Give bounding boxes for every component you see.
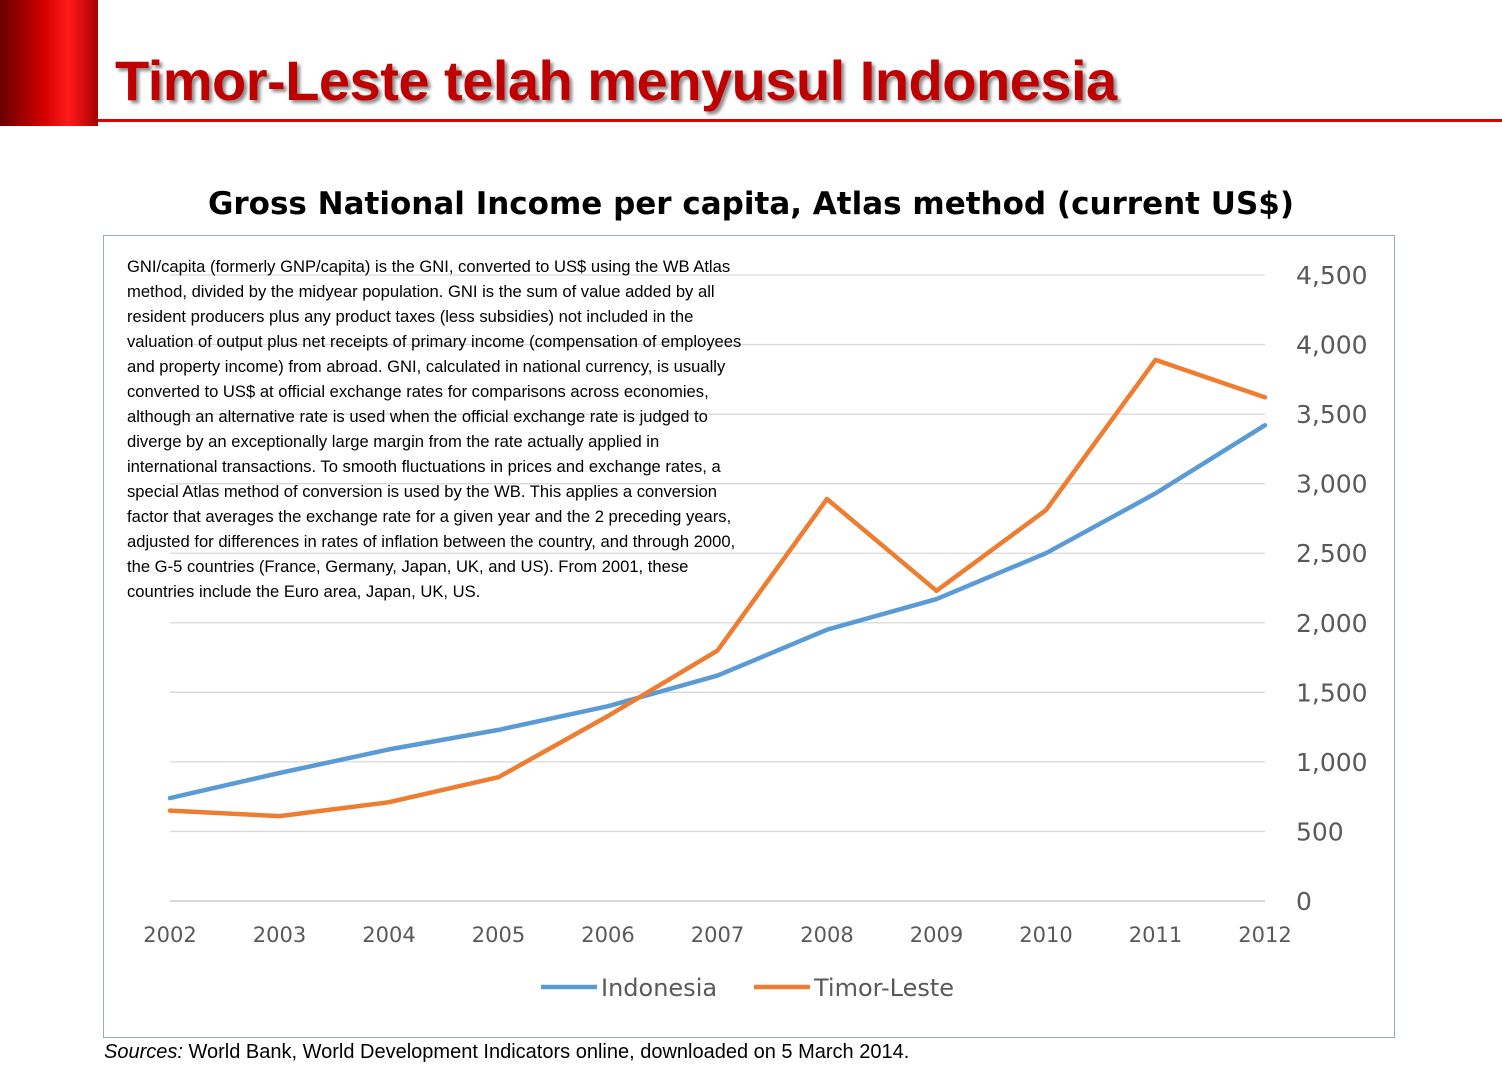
y-tick-label: 500 <box>1296 817 1344 846</box>
series-line-timor-leste <box>167 357 1268 819</box>
x-tick-label: 2008 <box>800 923 853 947</box>
title-underline <box>98 119 1502 122</box>
gridlines <box>170 274 1265 902</box>
y-tick-label: 1,500 <box>1296 678 1368 707</box>
y-tick-labels: 0 500 1,000 1,500 2,000 2,500 3,000 3,500 4,000 4… <box>1296 261 1368 916</box>
x-tick-label: 2003 <box>253 923 306 947</box>
sources-text: World Bank, World Development Indicators… <box>182 1041 910 1063</box>
legend-label: Indonesia <box>601 974 717 1002</box>
x-tick-label: 2009 <box>910 923 963 947</box>
x-tick-label: 2011 <box>1129 923 1182 947</box>
series-line-indonesia <box>167 422 1268 801</box>
chart-frame <box>103 235 1395 1038</box>
legend: Indonesia Timor-Leste <box>541 974 954 1002</box>
sources-label: Sources: <box>104 1041 183 1063</box>
x-tick-label: 2002 <box>143 923 196 947</box>
x-tick-label: 2004 <box>362 923 415 947</box>
y-tick-label: 4,500 <box>1296 261 1368 290</box>
sources-footnote: Sources: World Bank, World Development I… <box>104 1041 909 1064</box>
y-tick-label: 3,500 <box>1296 400 1368 429</box>
slide-title: Timor-Leste telah menyusul Indonesia <box>115 49 1117 112</box>
y-tick-label: 2,000 <box>1296 609 1368 638</box>
legend-label: Timor-Leste <box>813 974 954 1002</box>
gni-definition-note: GNI/capita (formerly GNP/capita) is the … <box>127 257 742 601</box>
x-tick-label: 2010 <box>1019 923 1072 947</box>
y-tick-label: 4,000 <box>1296 331 1368 360</box>
x-tick-label: 2012 <box>1238 923 1291 947</box>
title-accent-block <box>0 0 98 126</box>
x-tick-label: 2007 <box>691 923 744 947</box>
chart-title: Gross National Income per capita, Atlas … <box>207 186 1295 222</box>
x-tick-label: 2006 <box>581 923 634 947</box>
y-tick-label: 3,000 <box>1296 470 1368 499</box>
y-tick-label: 2,500 <box>1296 539 1368 568</box>
series-lines <box>167 357 1268 819</box>
y-tick-label: 0 <box>1296 887 1312 916</box>
x-tick-label: 2005 <box>472 923 525 947</box>
x-tick-labels: 2002 2003 2004 2005 2006 2007 2008 2009 2010 2011… <box>143 923 1291 947</box>
y-tick-label: 1,000 <box>1296 748 1368 777</box>
